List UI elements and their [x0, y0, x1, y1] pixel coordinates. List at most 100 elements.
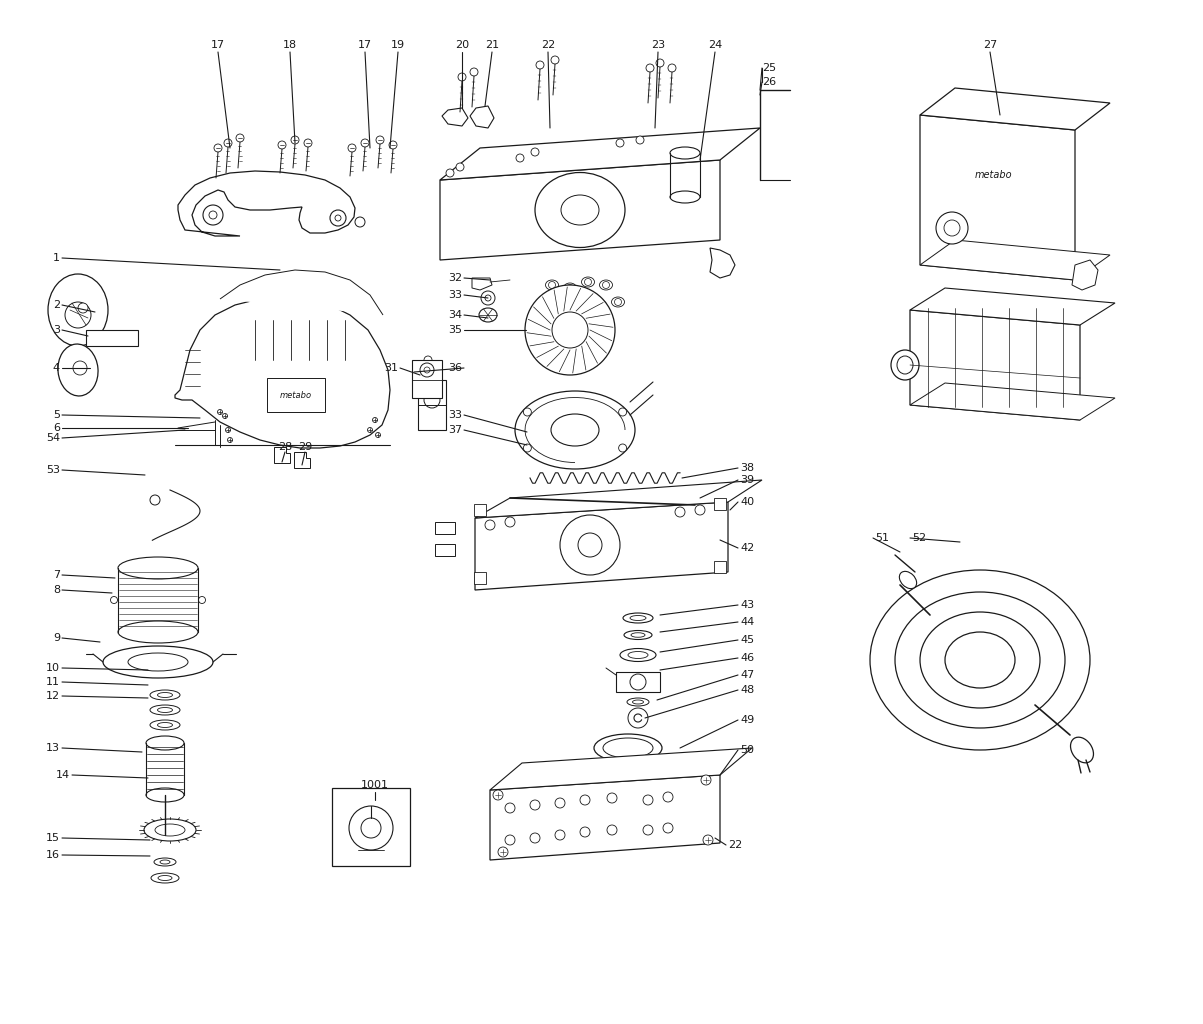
Circle shape [642, 825, 653, 835]
Text: metabo: metabo [280, 390, 312, 399]
Polygon shape [920, 88, 1110, 130]
Circle shape [636, 136, 644, 144]
Bar [616, 672, 660, 692]
Ellipse shape [870, 570, 1090, 750]
Circle shape [349, 806, 393, 850]
Ellipse shape [581, 278, 594, 287]
Circle shape [668, 63, 676, 72]
Circle shape [304, 139, 312, 147]
Circle shape [580, 827, 589, 837]
Circle shape [663, 823, 672, 833]
Text: 15: 15 [46, 833, 60, 843]
Text: 44: 44 [740, 617, 754, 627]
Text: 14: 14 [55, 770, 70, 780]
Circle shape [218, 410, 223, 415]
Text: 2: 2 [53, 300, 60, 310]
Circle shape [423, 367, 429, 373]
Circle shape [420, 362, 434, 377]
Circle shape [361, 139, 369, 147]
Text: 16: 16 [46, 850, 60, 860]
Circle shape [223, 414, 227, 419]
Ellipse shape [118, 621, 198, 643]
Bar [715, 561, 725, 573]
Text: 47: 47 [740, 670, 754, 680]
Text: 36: 36 [448, 362, 462, 373]
Ellipse shape [158, 692, 172, 697]
Circle shape [470, 68, 478, 76]
Text: 18: 18 [283, 40, 297, 50]
Circle shape [505, 835, 515, 845]
Circle shape [552, 312, 588, 348]
Circle shape [577, 534, 602, 557]
Text: 33: 33 [448, 290, 462, 300]
Circle shape [616, 139, 624, 147]
Text: 21: 21 [485, 40, 499, 50]
Polygon shape [475, 502, 728, 590]
Ellipse shape [920, 612, 1041, 708]
Circle shape [367, 427, 373, 432]
Circle shape [225, 427, 231, 432]
Circle shape [446, 169, 454, 177]
Circle shape [618, 408, 627, 416]
Circle shape [551, 56, 559, 63]
Ellipse shape [670, 191, 700, 203]
Bar [435, 544, 455, 556]
Polygon shape [274, 447, 290, 463]
Text: 48: 48 [740, 685, 754, 695]
Circle shape [608, 825, 617, 835]
Ellipse shape [628, 651, 648, 658]
Circle shape [944, 220, 960, 236]
Text: 13: 13 [46, 743, 60, 753]
Circle shape [555, 830, 565, 840]
Circle shape [458, 73, 466, 81]
Ellipse shape [561, 195, 599, 225]
Ellipse shape [891, 350, 919, 380]
Text: 51: 51 [875, 534, 889, 543]
Circle shape [597, 301, 604, 308]
Polygon shape [490, 748, 752, 790]
Ellipse shape [946, 632, 1015, 688]
Polygon shape [920, 240, 1110, 280]
Text: 3: 3 [53, 325, 60, 335]
Ellipse shape [103, 646, 213, 678]
Text: 25: 25 [761, 63, 776, 73]
Circle shape [485, 520, 494, 530]
Circle shape [389, 141, 397, 150]
Text: 50: 50 [740, 745, 754, 755]
Circle shape [576, 304, 583, 311]
Text: 19: 19 [391, 40, 405, 50]
Circle shape [198, 597, 206, 603]
Text: 31: 31 [384, 362, 398, 373]
Circle shape [481, 291, 494, 305]
Ellipse shape [632, 633, 645, 637]
Polygon shape [440, 160, 721, 260]
Text: 6: 6 [53, 423, 60, 433]
Text: 38: 38 [740, 463, 754, 473]
Bar [411, 360, 442, 398]
Text: 27: 27 [983, 40, 997, 50]
Polygon shape [470, 106, 494, 128]
Circle shape [936, 212, 968, 244]
Circle shape [111, 597, 118, 603]
Circle shape [334, 215, 340, 221]
Circle shape [523, 444, 532, 452]
Bar [85, 330, 138, 346]
Text: 46: 46 [740, 653, 754, 663]
Circle shape [555, 798, 565, 808]
Ellipse shape [479, 308, 497, 322]
Text: 22: 22 [541, 40, 555, 50]
Bar [332, 788, 410, 866]
Text: 45: 45 [740, 635, 754, 645]
Ellipse shape [563, 283, 576, 293]
Polygon shape [909, 288, 1115, 325]
Circle shape [630, 674, 646, 690]
Ellipse shape [553, 300, 567, 310]
Ellipse shape [630, 615, 646, 621]
Ellipse shape [574, 303, 587, 313]
Circle shape [580, 795, 589, 805]
Ellipse shape [152, 873, 179, 883]
Circle shape [615, 299, 622, 305]
Circle shape [236, 134, 244, 142]
Circle shape [377, 136, 384, 144]
Ellipse shape [146, 736, 184, 750]
